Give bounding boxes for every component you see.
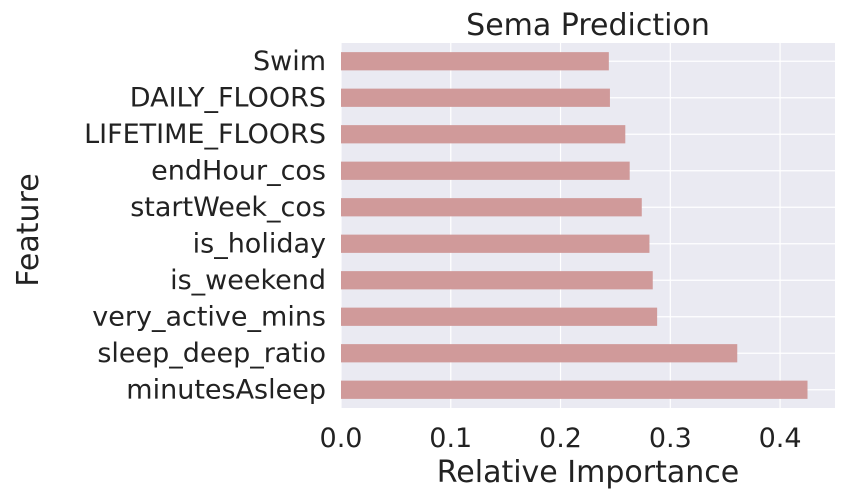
bar xyxy=(341,52,609,71)
y-tick-label: endHour_cos xyxy=(151,155,326,186)
bar xyxy=(341,161,630,180)
bar xyxy=(341,380,808,399)
bar xyxy=(341,88,610,107)
y-tick-label: sleep_deep_ratio xyxy=(97,338,326,369)
y-tick-labels: Swim DAILY_FLOORS LIFETIME_FLOORS endHour_c… xyxy=(84,46,326,406)
y-tick-label: minutesAsleep xyxy=(126,374,326,405)
x-tick-label: 0.4 xyxy=(759,423,802,454)
bar xyxy=(341,234,650,253)
x-tick-label: 0.0 xyxy=(320,423,363,454)
bars xyxy=(341,52,808,399)
y-tick-label: Swim xyxy=(253,46,326,77)
bar xyxy=(341,198,642,217)
x-tick-labels: 0.0 0.1 0.2 0.3 0.4 xyxy=(320,423,802,454)
x-tick-label: 0.3 xyxy=(649,423,692,454)
y-axis-label: Feature xyxy=(11,173,46,286)
x-axis-label: Relative Importance xyxy=(437,455,739,490)
bar xyxy=(341,125,626,144)
bar xyxy=(341,344,738,363)
y-tick-label: DAILY_FLOORS xyxy=(130,82,326,113)
chart-title: Sema Prediction xyxy=(466,8,710,43)
y-tick-label: startWeek_cos xyxy=(130,192,326,223)
y-tick-label: LIFETIME_FLOORS xyxy=(84,119,326,150)
y-tick-label: very_active_mins xyxy=(92,301,326,332)
y-tick-label: is_weekend xyxy=(170,265,326,296)
y-tick-label: is_holiday xyxy=(193,228,326,259)
x-tick-label: 0.1 xyxy=(429,423,472,454)
x-tick-label: 0.2 xyxy=(539,423,582,454)
bar xyxy=(341,307,658,326)
bar xyxy=(341,271,653,290)
